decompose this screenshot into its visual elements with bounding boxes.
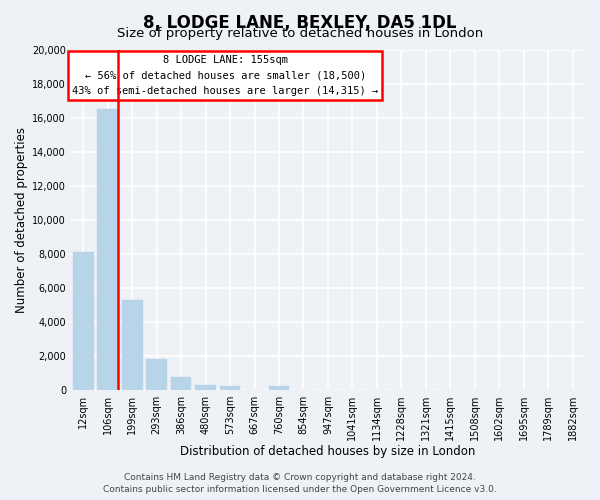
Bar	[73, 252, 94, 390]
Text: Size of property relative to detached houses in London: Size of property relative to detached ho…	[117, 28, 483, 40]
Bar	[170, 377, 191, 390]
Bar	[97, 110, 118, 390]
Bar	[269, 386, 289, 390]
Bar	[122, 300, 143, 390]
Bar	[146, 358, 167, 390]
Text: 8, LODGE LANE, BEXLEY, DA5 1DL: 8, LODGE LANE, BEXLEY, DA5 1DL	[143, 14, 457, 32]
Bar	[195, 385, 216, 390]
Text: Contains HM Land Registry data © Crown copyright and database right 2024.
Contai: Contains HM Land Registry data © Crown c…	[103, 472, 497, 494]
Y-axis label: Number of detached properties: Number of detached properties	[15, 127, 28, 313]
Text: 8 LODGE LANE: 155sqm
← 56% of detached houses are smaller (18,500)
43% of semi-d: 8 LODGE LANE: 155sqm ← 56% of detached h…	[72, 55, 378, 96]
X-axis label: Distribution of detached houses by size in London: Distribution of detached houses by size …	[180, 444, 476, 458]
Bar	[220, 386, 241, 390]
